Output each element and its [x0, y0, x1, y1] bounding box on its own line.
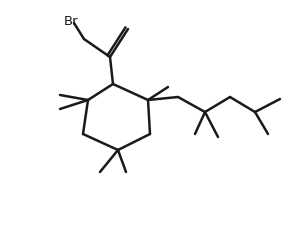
Text: Br: Br: [64, 15, 79, 27]
